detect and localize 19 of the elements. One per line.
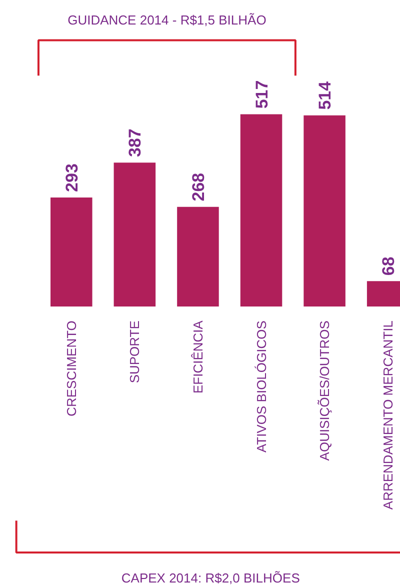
bar: [304, 115, 346, 306]
x-tick-label: CRESCIMENTO: [64, 320, 79, 416]
data-label: 268: [188, 172, 208, 202]
bar: [50, 198, 92, 306]
x-tick-label: SUPORTE: [127, 320, 142, 384]
bar: [240, 114, 282, 306]
text: CAPEX 2014: R$2,0 BILHÕES: [121, 570, 300, 586]
bar: [177, 206, 219, 306]
bar: [114, 162, 156, 306]
x-tick-label: AQUISIÇÕES/OUTROS: [317, 320, 332, 461]
data-label: 387: [126, 128, 145, 158]
data-label: 514: [316, 80, 335, 110]
x-tick-label: ARRENDAMENTO MERCANTIL: [380, 320, 396, 510]
data-label: 517: [252, 80, 272, 109]
data-label: 293: [62, 164, 82, 192]
data-label: 68: [378, 256, 398, 276]
text: GUIDANCE 2014 - R$1,5 BILHÃO: [68, 12, 266, 28]
x-tick-label: EFICIÊNCIA: [190, 320, 206, 394]
x-tick-label: ATIVOS BIOLÓGICOS: [254, 320, 269, 453]
